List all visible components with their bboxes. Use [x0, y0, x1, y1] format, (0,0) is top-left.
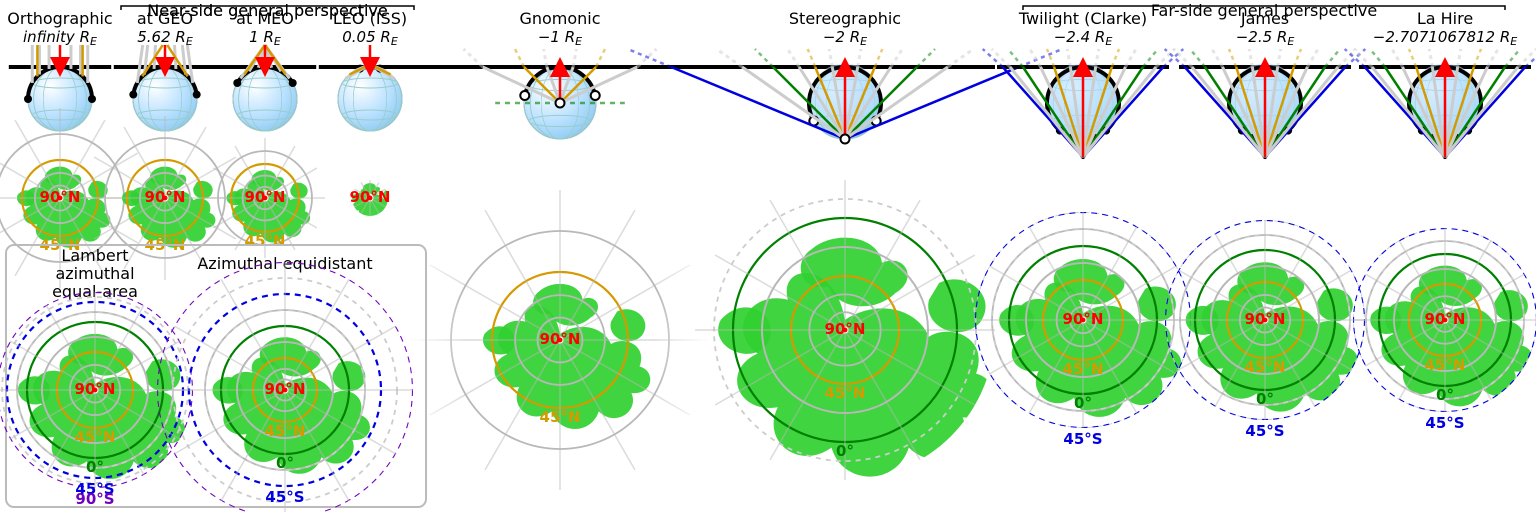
lbl45n-lambert: 45°N: [75, 428, 116, 446]
lbl45n-eqd: 45°N: [265, 422, 306, 440]
lbleq-twilight: 0°: [1074, 394, 1092, 412]
map-lahire: 90°N 45°N 0° 45°S: [1353, 228, 1536, 432]
xs-twilight: [983, 49, 1184, 157]
inset-title-lambert-2: azimuthal: [55, 264, 134, 283]
lbl90n-meo: 90°N: [245, 188, 286, 206]
lbleq-eqd: 0°: [276, 454, 294, 472]
lbl45s-lahire: 45°S: [1425, 414, 1464, 432]
lbl45n-stereo: 45°N: [825, 384, 866, 402]
lbleq-lahire: 0°: [1436, 386, 1454, 404]
map-leo: 90°N: [350, 180, 394, 222]
lbl90n-stereo: 90°N: [825, 320, 866, 338]
lbleq-stereo: 0°: [836, 442, 854, 460]
lbl90n-lahire: 90°N: [1425, 310, 1466, 328]
xs-leo: [319, 45, 421, 131]
map-gnom: 90°N 45°N: [410, 190, 710, 490]
title-ortho: Orthographic: [7, 9, 112, 28]
title-gnom: Gnomonic: [519, 9, 600, 28]
dist-lahire: −2.7071067812 RE: [1373, 28, 1518, 48]
lbl45n-gnom: 45°N: [540, 408, 581, 426]
lbleq-james: 0°: [1256, 390, 1274, 408]
map-james: 90°N 45°N 0° 45°S: [1165, 220, 1365, 440]
xs-gnom: [410, 49, 710, 139]
lbl45n-twilight: 45°N: [1063, 360, 1104, 378]
title-stereo: Stereographic: [789, 9, 901, 28]
lbl90n-james: 90°N: [1245, 310, 1286, 328]
group-far-label: Far-side general perspective: [1151, 1, 1377, 20]
lbl90n-leo: 90°N: [350, 188, 391, 206]
lbl45s-eqd: 45°S: [265, 488, 304, 506]
xs-james: [1165, 49, 1366, 157]
xs-meo: [214, 45, 316, 131]
xs-stereo: [628, 49, 1063, 144]
lbl45s-james: 45°S: [1245, 422, 1284, 440]
lbl45n-james: 45°N: [1245, 358, 1286, 376]
inset-title-lambert-1: Lambert: [61, 246, 128, 265]
map-meo: 90°N 45°N: [205, 138, 325, 258]
lbl45s-twilight: 45°S: [1063, 430, 1102, 448]
lbl90n-ortho: 90°N: [40, 188, 81, 206]
lbl45n-lahire: 45°N: [1425, 356, 1466, 374]
xs-lahire: [1345, 49, 1536, 157]
dist-gnom: −1 RE: [538, 28, 582, 48]
map-lambert: 90°N45°N0°45°S90°S: [0, 292, 193, 508]
lbl45n-meo: 45°N: [245, 232, 286, 250]
lbl90n-lambert: 90°N: [75, 380, 116, 398]
group-near-label: Near-side general perspective: [147, 1, 387, 20]
map-twilight: 90°N 45°N 0° 45°S: [975, 212, 1191, 448]
lbl90n-gnom: 90°N: [540, 330, 581, 348]
lbl90n-geo: 90°N: [145, 188, 186, 206]
map-eqd: 90°N45°N0°45°S90°S: [157, 262, 413, 512]
title-twilight: Twilight (Clarke): [1018, 9, 1147, 28]
lbl90s-lambert: 90°S: [75, 490, 114, 508]
lbl90n-twilight: 90°N: [1063, 310, 1104, 328]
dist-twilight: −2.4 RE: [1054, 28, 1113, 48]
title-lahire: La Hire: [1417, 9, 1473, 28]
lbleq-lambert: 0°: [86, 458, 104, 476]
projection-comparison-diagram: <радialGradient> Orthographicinfinity RE…: [0, 0, 1536, 512]
map-stereo: 90°N 45°N 0°: [695, 180, 995, 480]
lbl90n-eqd: 90°N: [265, 380, 306, 398]
dist-james: −2.5 RE: [1236, 28, 1295, 48]
dist-stereo: −2 RE: [823, 28, 867, 48]
